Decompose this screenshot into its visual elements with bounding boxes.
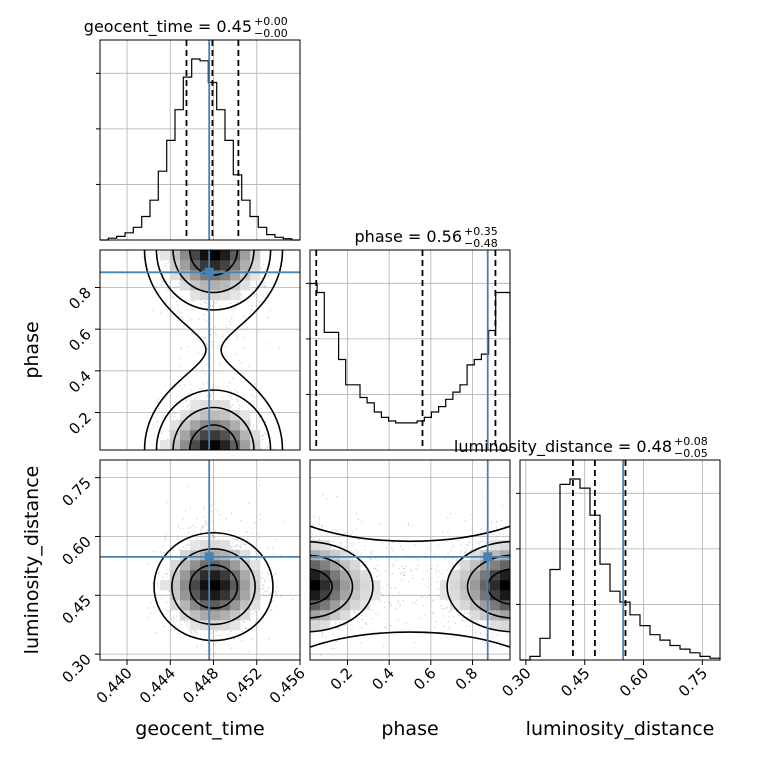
hist-panel-luminosity_distance bbox=[516, 459, 721, 661]
density-phase-luminosity_distance bbox=[310, 540, 510, 631]
tick-label-x-geocent_time: 0.448 bbox=[179, 664, 222, 707]
tick-label-x-geocent_time: 0.440 bbox=[93, 664, 136, 707]
title-minus-luminosity_distance: −0.05 bbox=[674, 447, 708, 460]
title-phase: phase = 0.56 +0.35−0.48 bbox=[355, 225, 498, 250]
frame-geocent_time-luminosity_distance bbox=[99, 459, 301, 661]
tick-label-y-phase: 0.6 bbox=[65, 325, 95, 355]
tick-label-y-phase: 0.8 bbox=[65, 284, 95, 314]
contours-geocent_time-luminosity_distance bbox=[153, 531, 274, 642]
title-luminosity_distance: luminosity_distance = 0.48 +0.08−0.05 bbox=[454, 435, 708, 460]
tick-label-x-luminosity_distance: 0.60 bbox=[616, 664, 652, 700]
frame-phase bbox=[309, 249, 511, 451]
tick-label-y-luminosity_distance: 0.60 bbox=[58, 533, 94, 569]
scatter-panel-phase-luminosity_distance bbox=[309, 459, 511, 661]
truth-marker-geocent_time-phase bbox=[204, 267, 214, 277]
title-minus-phase: −0.48 bbox=[464, 237, 498, 250]
title-geocent_time: geocent_time = 0.45 +0.00−0.00 bbox=[84, 15, 288, 40]
tick-label-y-phase: 0.4 bbox=[65, 367, 95, 397]
tick-label-x-phase: 0.8 bbox=[452, 664, 482, 694]
tick-label-y-luminosity_distance: 0.30 bbox=[58, 650, 94, 686]
axis-label-x-phase: phase bbox=[381, 718, 438, 740]
title-plus-luminosity_distance: +0.08 bbox=[674, 435, 708, 448]
tick-label-x-geocent_time: 0.444 bbox=[136, 664, 179, 707]
hist-panel-phase bbox=[306, 249, 511, 451]
scatter-panel-geocent_time-phase bbox=[99, 249, 301, 451]
title-main-phase: phase = 0.56 bbox=[355, 227, 462, 246]
title-minus-geocent_time: −0.00 bbox=[254, 27, 288, 40]
tick-label-x-phase: 0.2 bbox=[327, 664, 357, 694]
axis-label-x-luminosity_distance: luminosity_distance bbox=[526, 718, 715, 740]
frame-geocent_time bbox=[99, 39, 301, 241]
tick-label-x-luminosity_distance: 0.30 bbox=[498, 664, 534, 700]
tick-label-x-luminosity_distance: 0.75 bbox=[675, 664, 711, 700]
hist-panel-geocent_time bbox=[96, 39, 301, 241]
truth-marker-geocent_time-luminosity_distance bbox=[204, 552, 214, 562]
truth-marker-phase-luminosity_distance bbox=[483, 552, 493, 562]
density-geocent_time-phase bbox=[160, 250, 261, 450]
contours-phase-luminosity_distance bbox=[310, 525, 510, 648]
title-plus-phase: +0.35 bbox=[464, 225, 498, 238]
histogram-luminosity_distance bbox=[520, 478, 721, 661]
frame-geocent_time-phase bbox=[99, 249, 301, 451]
title-main-geocent_time: geocent_time = 0.45 bbox=[84, 17, 252, 37]
tick-label-x-geocent_time: 0.452 bbox=[222, 664, 265, 707]
tick-label-x-phase: 0.6 bbox=[410, 664, 440, 694]
tick-label-x-luminosity_distance: 0.45 bbox=[557, 664, 593, 700]
histogram-geocent_time bbox=[100, 58, 300, 241]
axis-label-y-luminosity_distance: luminosity_distance bbox=[21, 466, 43, 655]
histogram-phase bbox=[309, 282, 511, 450]
title-plus-geocent_time: +0.00 bbox=[254, 15, 288, 28]
tick-label-y-luminosity_distance: 0.75 bbox=[58, 474, 94, 510]
axis-label-y-phase: phase bbox=[21, 321, 43, 378]
title-main-luminosity_distance: luminosity_distance = 0.48 bbox=[454, 437, 672, 457]
frame-phase-luminosity_distance bbox=[309, 459, 511, 661]
tick-label-y-luminosity_distance: 0.45 bbox=[58, 591, 94, 627]
frame-luminosity_distance bbox=[519, 459, 721, 661]
tick-label-x-geocent_time: 0.456 bbox=[266, 664, 309, 707]
tick-label-x-phase: 0.4 bbox=[368, 664, 398, 694]
axis-label-x-geocent_time: geocent_time bbox=[135, 718, 264, 740]
tick-label-y-phase: 0.2 bbox=[65, 409, 95, 439]
scatter-panel-geocent_time-luminosity_distance bbox=[99, 459, 301, 661]
